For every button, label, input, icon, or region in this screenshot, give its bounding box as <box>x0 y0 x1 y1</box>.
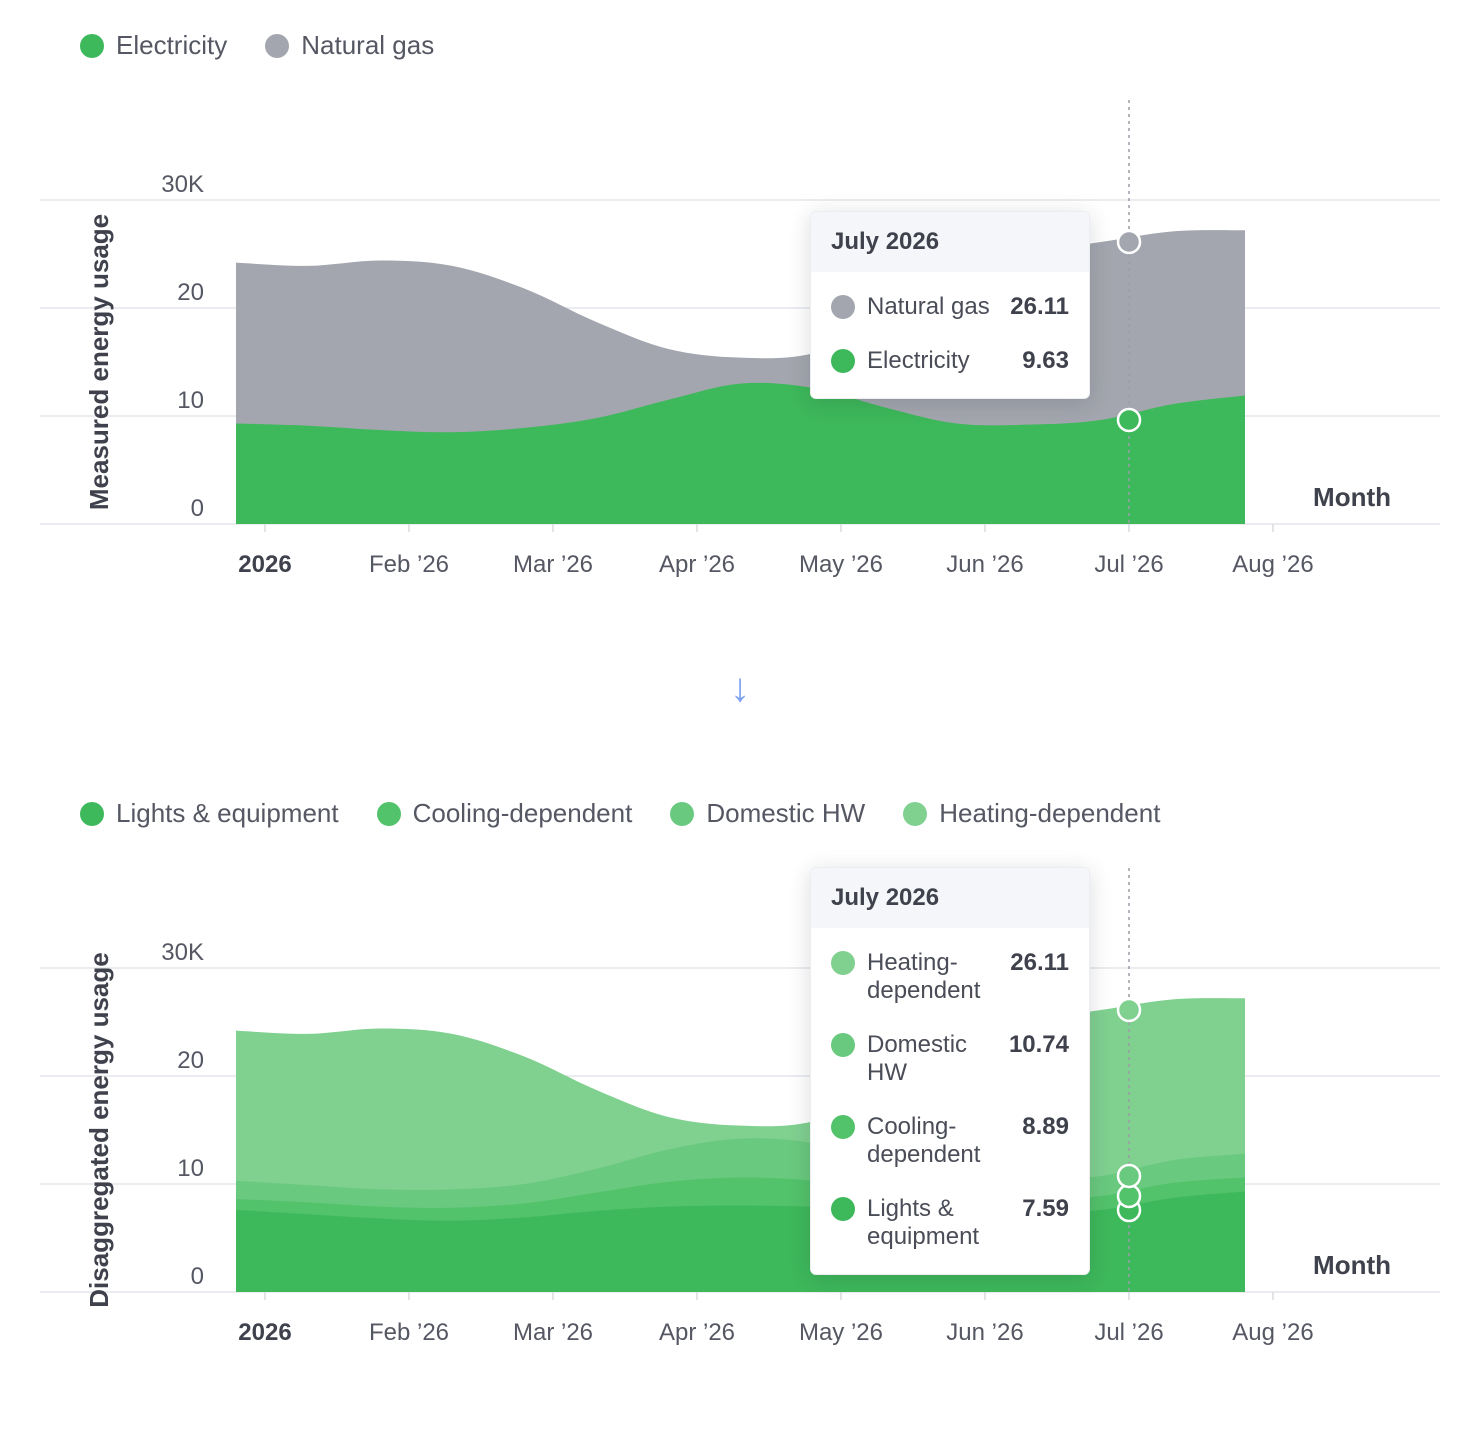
legend-label: Heating-dependent <box>939 798 1161 828</box>
x-tick-label: Aug ’26 <box>1232 551 1313 578</box>
y-tick-label: 0 <box>191 1263 204 1290</box>
tooltip-value: 9.63 <box>1022 347 1069 374</box>
y-tick-label: 20 <box>177 1047 204 1074</box>
legend-item-lights-equipment[interactable]: Lights & equipment <box>80 798 339 829</box>
x-tick-label: Jun ’26 <box>946 551 1023 578</box>
tooltip-label: Electricity <box>867 347 970 374</box>
y-tick-label: 20 <box>177 279 204 306</box>
legend-swatch-icon <box>80 801 104 826</box>
tooltip-body: Heating-dependent 26.11 Domestic HW 10.7… <box>811 928 1089 1274</box>
chart2-tooltip: July 2026 Heating-dependent 26.11 Domest… <box>810 867 1090 1275</box>
legend-label: Domestic HW <box>706 798 866 828</box>
y-tick-label: 10 <box>177 1155 204 1182</box>
x-tick-label: Apr ’26 <box>659 551 735 578</box>
tooltip-dot-icon <box>831 1197 855 1221</box>
x-tick-label: Jul ’26 <box>1094 551 1163 578</box>
tooltip-row-lights-equipment: Lights & equipment 7.59 <box>831 1182 1069 1264</box>
legend-item-electricity[interactable]: Electricity <box>80 30 227 61</box>
y-tick-label: 0 <box>191 495 204 522</box>
tooltip-row-domestic-hw: Domestic HW 10.74 <box>831 1018 1069 1100</box>
tooltip-label: Lights & equipment <box>867 1195 980 1250</box>
x-tick-label: May ’26 <box>799 551 883 578</box>
chart1-legend: Electricity Natural gas <box>80 30 472 61</box>
marker-heating-dependent <box>1116 997 1142 1023</box>
legend-swatch-icon <box>903 801 928 826</box>
tooltip-dot-icon <box>831 1115 855 1139</box>
legend-label: Electricity <box>116 30 228 60</box>
x-tick-label: 2026 <box>238 1319 291 1346</box>
legend-item-cooling-dependent[interactable]: Cooling-dependent <box>376 798 633 829</box>
x-tick-label: Aug ’26 <box>1232 1319 1313 1346</box>
marker-natural-gas <box>1116 229 1142 255</box>
tooltip-dot-icon <box>831 1033 855 1057</box>
x-tick-label: 2026 <box>238 551 291 578</box>
tooltip-row-heating-dependent: Heating-dependent 26.11 <box>831 936 1069 1018</box>
x-tick-label: Feb ’26 <box>369 1319 449 1346</box>
legend-item-natural-gas[interactable]: Natural gas <box>265 30 434 61</box>
area-electricity <box>236 382 1245 524</box>
legend-swatch-icon <box>265 33 290 58</box>
legend-label: Cooling-dependent <box>412 798 633 828</box>
chart2-plot: 0 10 20 30K 2026 Feb ’26 Mar ’26 Apr ’26 May ’26… <box>40 868 1440 1346</box>
tooltip-value: 8.89 <box>1022 1113 1069 1140</box>
tooltip-row-electricity: Electricity 9.63 <box>831 334 1069 388</box>
y-tick-label: 10 <box>177 387 204 414</box>
tooltip-dot-icon <box>831 349 855 373</box>
y-tick-label: 30K <box>161 939 204 966</box>
tooltip-label: Cooling-dependent <box>867 1113 981 1168</box>
x-tick-label: May ’26 <box>799 1319 883 1346</box>
tooltip-value: 7.59 <box>1022 1195 1069 1222</box>
y-tick-label: 30K <box>161 171 204 198</box>
marker-domestic-hw <box>1116 1163 1142 1189</box>
x-tick-label: Apr ’26 <box>659 1319 735 1346</box>
x-tick-label: Mar ’26 <box>513 1319 593 1346</box>
x-tick-label: Feb ’26 <box>369 551 449 578</box>
arrow-down-icon: ↓ <box>730 666 750 710</box>
tooltip-label: Natural gas <box>867 293 990 320</box>
chart1-plot: 0 10 20 30K 2026 Feb ’26 Mar ’26 Apr ’26 May ’26… <box>40 100 1440 578</box>
tooltip-dot-icon <box>831 951 855 975</box>
tooltip-label: Domestic HW <box>867 1031 968 1086</box>
legend-swatch-icon <box>670 801 695 826</box>
legend-swatch-icon <box>376 801 401 826</box>
legend-label: Natural gas <box>301 30 435 60</box>
x-tick-label: Mar ’26 <box>513 551 593 578</box>
marker-electricity <box>1116 407 1142 433</box>
tooltip-label: Heating-dependent <box>867 949 981 1004</box>
legend-label: Lights & equipment <box>116 798 339 828</box>
y-axis-title: Disaggregated energy usage <box>84 952 114 1307</box>
chart2-legend: Lights & equipment Cooling-dependent Dom… <box>80 798 1198 829</box>
x-axis-title: Month <box>1313 482 1391 512</box>
tooltip-value: 26.11 <box>1010 949 1069 976</box>
x-axis-title: Month <box>1313 1250 1391 1280</box>
tooltip-title: July 2026 <box>811 868 1089 928</box>
tooltip-value: 10.74 <box>1008 1031 1069 1058</box>
tooltip-dot-icon <box>831 295 855 319</box>
legend-swatch-icon <box>80 33 104 58</box>
marker-cooling-dependent <box>1116 1183 1142 1209</box>
tooltip-body: Natural gas 26.11 Electricity 9.63 <box>811 272 1089 398</box>
x-tick-label: Jun ’26 <box>946 1319 1023 1346</box>
y-axis-title: Measured energy usage <box>84 214 114 510</box>
legend-item-heating-dependent[interactable]: Heating-dependent <box>903 798 1160 829</box>
legend-item-domestic-hw[interactable]: Domestic HW <box>670 798 865 829</box>
tooltip-row-natural-gas: Natural gas 26.11 <box>831 280 1069 334</box>
tooltip-row-cooling-dependent: Cooling-dependent 8.89 <box>831 1100 1069 1182</box>
tooltip-value: 26.11 <box>1010 293 1069 320</box>
x-tick-label: Jul ’26 <box>1094 1319 1163 1346</box>
chart1-tooltip: July 2026 Natural gas 26.11 Electricity … <box>810 211 1090 399</box>
tooltip-title: July 2026 <box>811 212 1089 272</box>
